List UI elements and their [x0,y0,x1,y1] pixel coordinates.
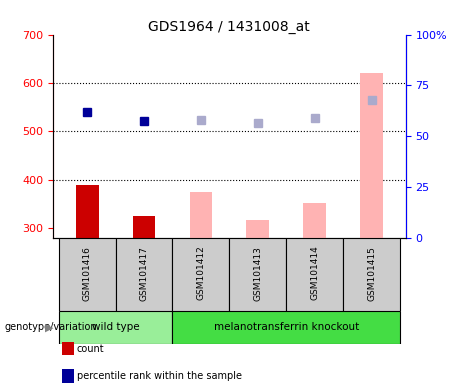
Bar [133,216,155,238]
Text: GSM101417: GSM101417 [140,246,148,301]
Bar [76,185,99,238]
Bar [59,238,116,311]
Text: GSM101416: GSM101416 [83,246,92,301]
Bar [247,220,269,238]
Text: GSM101412: GSM101412 [196,246,206,300]
Text: ▶: ▶ [45,322,53,333]
Text: count: count [77,344,105,354]
Bar [286,238,343,311]
Bar [116,238,172,311]
Text: GSM101415: GSM101415 [367,246,376,301]
Text: melanotransferrin knockout: melanotransferrin knockout [213,322,359,333]
Bar [360,73,383,238]
Bar [172,238,230,311]
Title: GDS1964 / 1431008_at: GDS1964 / 1431008_at [148,20,310,33]
Bar [172,311,400,344]
Bar [230,238,286,311]
Bar [343,238,400,311]
Text: GSM101413: GSM101413 [253,246,262,301]
Text: wild type: wild type [92,322,139,333]
Bar [59,311,172,344]
Text: GSM101414: GSM101414 [310,246,319,300]
Text: genotype/variation: genotype/variation [5,322,97,333]
Bar [303,203,326,238]
Text: percentile rank within the sample: percentile rank within the sample [77,371,242,381]
Bar [189,192,212,238]
